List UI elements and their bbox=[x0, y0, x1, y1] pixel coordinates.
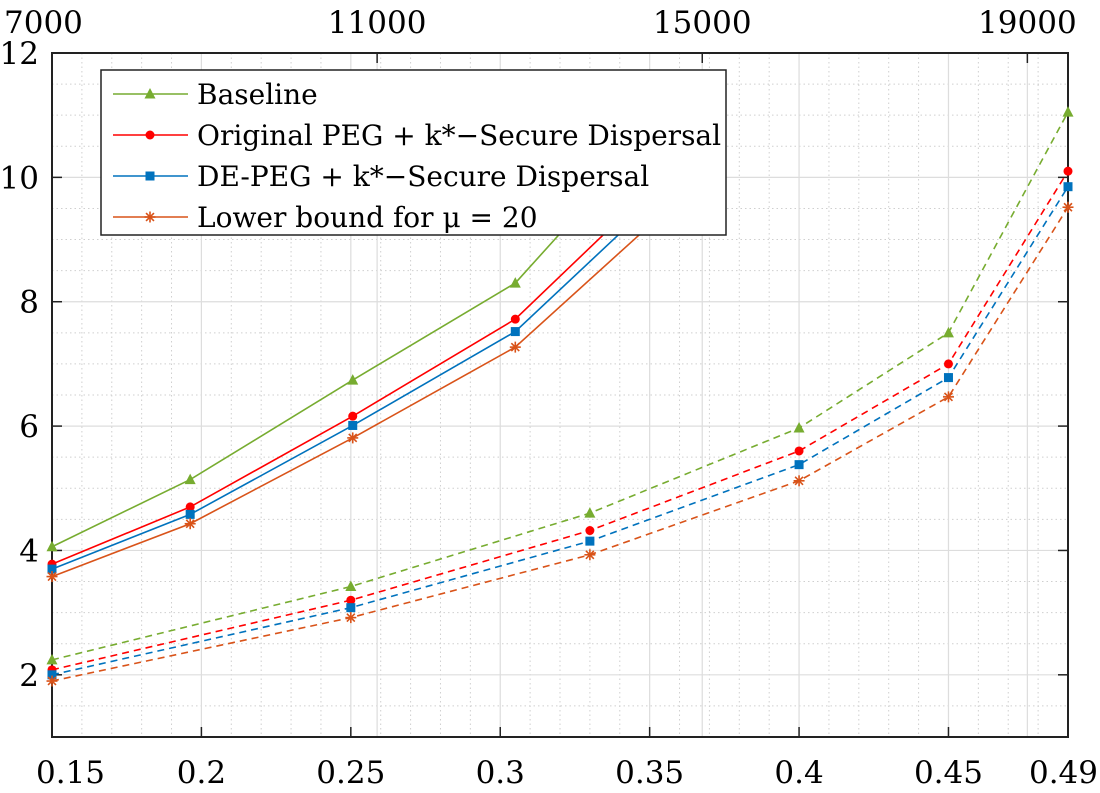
asterisk-stroke bbox=[185, 519, 195, 529]
y-tick-label: 8 bbox=[19, 285, 39, 321]
top-axis-series-line bbox=[51, 186, 671, 570]
data-point bbox=[794, 446, 804, 456]
y-tick-label: 4 bbox=[19, 533, 39, 569]
asterisk-stroke bbox=[510, 342, 520, 352]
data-point bbox=[509, 341, 521, 353]
series-circle bbox=[47, 166, 1073, 675]
data-point bbox=[942, 326, 954, 338]
data-point bbox=[584, 549, 596, 561]
data-point bbox=[793, 421, 805, 433]
bottom-axis-series-line bbox=[51, 111, 1069, 661]
top-x-tick-label: 7000 bbox=[4, 5, 83, 41]
data-point bbox=[184, 473, 196, 485]
data-point bbox=[794, 460, 804, 470]
data-point bbox=[348, 420, 358, 430]
data-point bbox=[942, 391, 954, 403]
legend-label: Original PEG + k*−Secure Dispersal bbox=[197, 119, 721, 152]
y-tick-label: 6 bbox=[19, 409, 39, 445]
data-point bbox=[47, 564, 57, 574]
plot-area-frame bbox=[51, 52, 1069, 738]
axis-ticks bbox=[51, 52, 1069, 737]
data-point bbox=[47, 670, 57, 680]
legend-entries: Baseline Original PEG + k*−Secure Dispers… bbox=[113, 78, 721, 234]
data-point bbox=[346, 595, 356, 605]
y-tick-label: 2 bbox=[19, 658, 39, 694]
y-tick-label: 10 bbox=[0, 160, 39, 196]
legend-marker bbox=[144, 211, 156, 223]
minor-grid bbox=[52, 53, 1068, 737]
data-point bbox=[585, 536, 595, 546]
legend-marker bbox=[145, 171, 155, 181]
x-tick-label: 0.45 bbox=[914, 755, 983, 791]
top-x-tick-label: 19000 bbox=[978, 5, 1077, 41]
data-point bbox=[943, 359, 953, 369]
data-point bbox=[510, 327, 520, 337]
legend-label: Lower bound for μ = 20 bbox=[197, 201, 538, 234]
data-point bbox=[347, 374, 359, 385]
x-tick-label: 0.3 bbox=[476, 755, 525, 791]
data-point bbox=[1063, 182, 1073, 192]
data-point bbox=[1063, 166, 1073, 176]
series-layer bbox=[46, 106, 1074, 687]
data-point bbox=[46, 571, 58, 583]
x-tick-label: 0.35 bbox=[615, 755, 684, 791]
data-point bbox=[346, 603, 356, 613]
asterisk-stroke bbox=[47, 572, 57, 582]
top-axis-series-line bbox=[51, 206, 671, 578]
data-point bbox=[46, 675, 58, 687]
data-point bbox=[584, 507, 596, 518]
data-point bbox=[1062, 106, 1074, 117]
data-point bbox=[185, 509, 195, 519]
legend: Baseline Original PEG + k*−Secure Dispers… bbox=[100, 69, 727, 236]
data-point bbox=[509, 277, 521, 288]
asterisk-stroke bbox=[1063, 202, 1073, 212]
legend-box bbox=[100, 69, 727, 236]
x-tick-label: 0.2 bbox=[177, 755, 226, 791]
asterisk-stroke bbox=[585, 550, 595, 560]
x-tick-label: 0.25 bbox=[316, 755, 385, 791]
x-tick-label: 0.49 bbox=[1029, 755, 1098, 791]
bottom-axis-series-line bbox=[51, 186, 1069, 676]
x-tick-label: 0.4 bbox=[774, 755, 823, 791]
data-point bbox=[46, 653, 58, 665]
x-tick-label: 0.15 bbox=[36, 755, 105, 791]
data-point bbox=[348, 411, 358, 421]
asterisk-stroke bbox=[346, 613, 356, 623]
legend-marker bbox=[144, 88, 156, 99]
data-point bbox=[345, 612, 357, 624]
top-x-tick-label: 15000 bbox=[653, 5, 752, 41]
legend-label: DE-PEG + k*−Secure Dispersal bbox=[197, 160, 649, 193]
asterisk-stroke bbox=[145, 212, 155, 222]
top-x-tick-label: 11000 bbox=[328, 5, 427, 41]
tick-labels: 0.15 0.2 0.25 0.3 0.35 0.4 0.45 0.49 7000 11000 15… bbox=[0, 5, 1098, 791]
data-point bbox=[184, 518, 196, 530]
data-point bbox=[347, 432, 359, 444]
data-point bbox=[943, 373, 953, 383]
bottom-axis-series-line bbox=[51, 206, 1069, 682]
legend-marker bbox=[145, 130, 155, 140]
asterisk-stroke bbox=[47, 676, 57, 686]
data-point bbox=[345, 580, 357, 592]
data-point bbox=[793, 475, 805, 487]
y-tick-label: 12 bbox=[0, 36, 39, 72]
asterisk-stroke bbox=[348, 433, 358, 443]
data-point bbox=[185, 502, 195, 512]
data-point bbox=[585, 526, 595, 536]
bottom-axis-series-line bbox=[51, 170, 1069, 671]
asterisk-stroke bbox=[794, 476, 804, 486]
data-point bbox=[46, 540, 58, 552]
data-point bbox=[1062, 201, 1074, 213]
asterisk-stroke bbox=[943, 392, 953, 402]
data-point bbox=[510, 314, 520, 324]
legend-label: Baseline bbox=[197, 78, 318, 111]
